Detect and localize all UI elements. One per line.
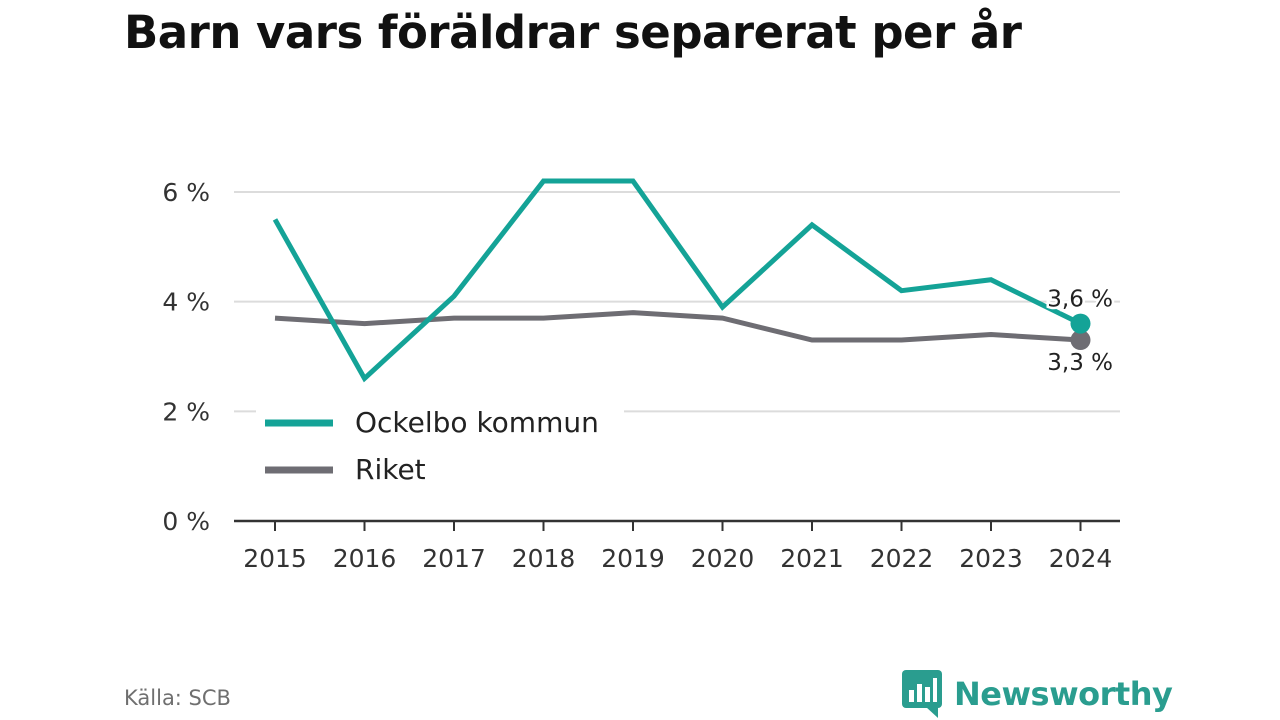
- series-line-riket: [274, 310, 1081, 343]
- x-tick-label: 2021: [780, 544, 844, 573]
- legend-label: Riket: [355, 453, 426, 486]
- brand-name: Newsworthy: [954, 675, 1173, 713]
- legend-background: [256, 402, 624, 498]
- y-tick-label: 2 %: [162, 397, 210, 426]
- x-tick-label: 2018: [512, 544, 576, 573]
- x-tick-label: 2016: [333, 544, 397, 573]
- end-label-riket: 3,3 %: [1047, 350, 1113, 376]
- source-note: Källa: SCB: [124, 686, 231, 710]
- y-axis-ticks: 0 % 2 % 4 % 6 %: [162, 178, 210, 536]
- x-axis: 2015 2016 2017 2018 2019 2020 2021 2022 2023 2024: [234, 519, 1120, 573]
- brand-logo: Newsworthy: [902, 670, 1173, 718]
- y-tick-label: 0 %: [162, 507, 210, 536]
- y-tick-label: 6 %: [162, 178, 210, 207]
- x-tick-label: 2024: [1049, 544, 1113, 573]
- x-tick-label: 2019: [601, 544, 665, 573]
- series-lines: [272, 178, 1091, 383]
- legend: Ockelbo kommun Riket: [256, 402, 624, 498]
- x-tick-label: 2023: [959, 544, 1023, 573]
- x-tick-label: 2015: [243, 544, 307, 573]
- end-point-riket: [1070, 330, 1091, 351]
- end-labels: 3,6 % 3,3 %: [1045, 284, 1116, 378]
- legend-label: Ockelbo kommun: [355, 406, 599, 439]
- end-label-ockelbo: 3,6 %: [1047, 287, 1113, 313]
- x-tick-label: 2022: [870, 544, 934, 573]
- end-point-ockelbo: [1070, 313, 1091, 334]
- series-line-ockelbo: [272, 178, 1082, 383]
- newsworthy-logo-icon: [902, 670, 942, 718]
- x-tick-label: 2017: [422, 544, 486, 573]
- y-tick-label: 4 %: [162, 288, 210, 317]
- x-tick-label: 2020: [691, 544, 755, 573]
- chart-title: Barn vars föräldrar separerat per år: [124, 6, 1022, 59]
